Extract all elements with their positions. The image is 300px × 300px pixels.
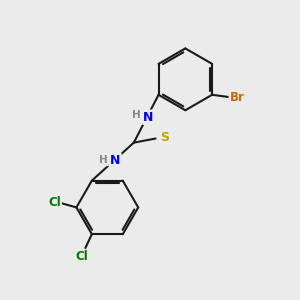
Text: Cl: Cl bbox=[75, 250, 88, 263]
Text: Cl: Cl bbox=[48, 196, 61, 208]
Text: N: N bbox=[110, 154, 120, 167]
Text: S: S bbox=[160, 131, 169, 144]
Text: H: H bbox=[132, 110, 141, 120]
Text: N: N bbox=[143, 111, 154, 124]
Text: Br: Br bbox=[230, 91, 244, 104]
Text: H: H bbox=[99, 155, 108, 165]
